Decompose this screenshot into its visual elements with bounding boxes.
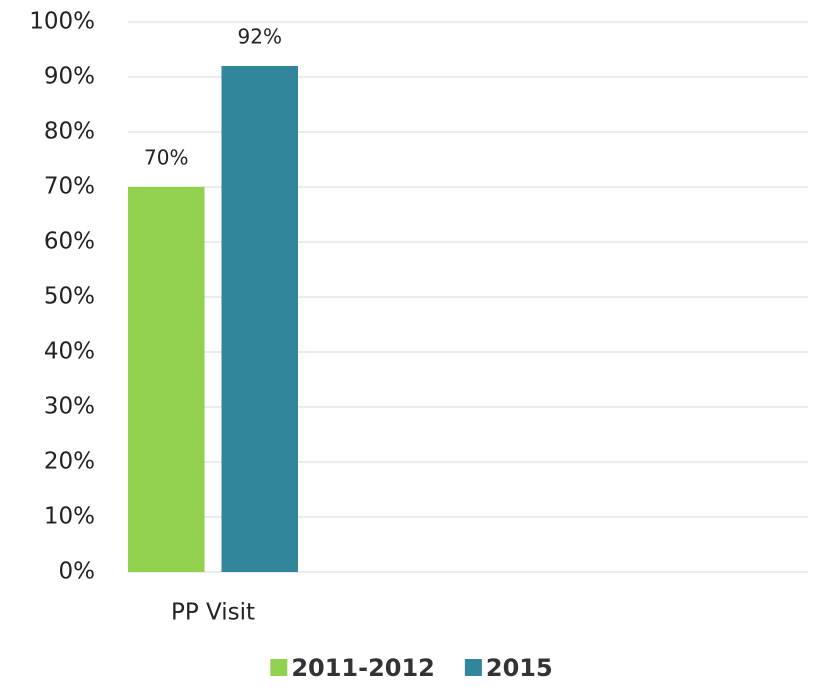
y-tick-label: 80% (44, 119, 95, 145)
y-tick-label: 30% (44, 394, 95, 420)
bar (221, 66, 298, 572)
x-tick-label: PP Visit (171, 600, 255, 626)
y-tick-label: 50% (44, 284, 95, 310)
y-tick-label: 40% (44, 339, 95, 365)
value-label: 92% (238, 25, 282, 49)
y-tick-label: 0% (59, 559, 96, 585)
y-tick-label: 70% (44, 174, 95, 200)
legend-label: 2011-2012 (291, 654, 435, 682)
y-tick-label: 20% (44, 449, 95, 475)
y-tick-label: 10% (44, 504, 95, 530)
legend-swatch (464, 659, 482, 676)
value-label: 70% (144, 146, 188, 170)
y-tick-label: 60% (44, 229, 95, 255)
bar (128, 187, 205, 572)
legend-label: 2015 (486, 654, 553, 682)
legend-swatch (270, 659, 288, 676)
y-tick-label: 100% (29, 9, 95, 35)
y-tick-label: 90% (44, 64, 95, 90)
